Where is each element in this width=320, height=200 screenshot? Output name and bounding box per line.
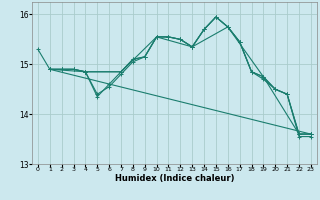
- X-axis label: Humidex (Indice chaleur): Humidex (Indice chaleur): [115, 174, 234, 183]
